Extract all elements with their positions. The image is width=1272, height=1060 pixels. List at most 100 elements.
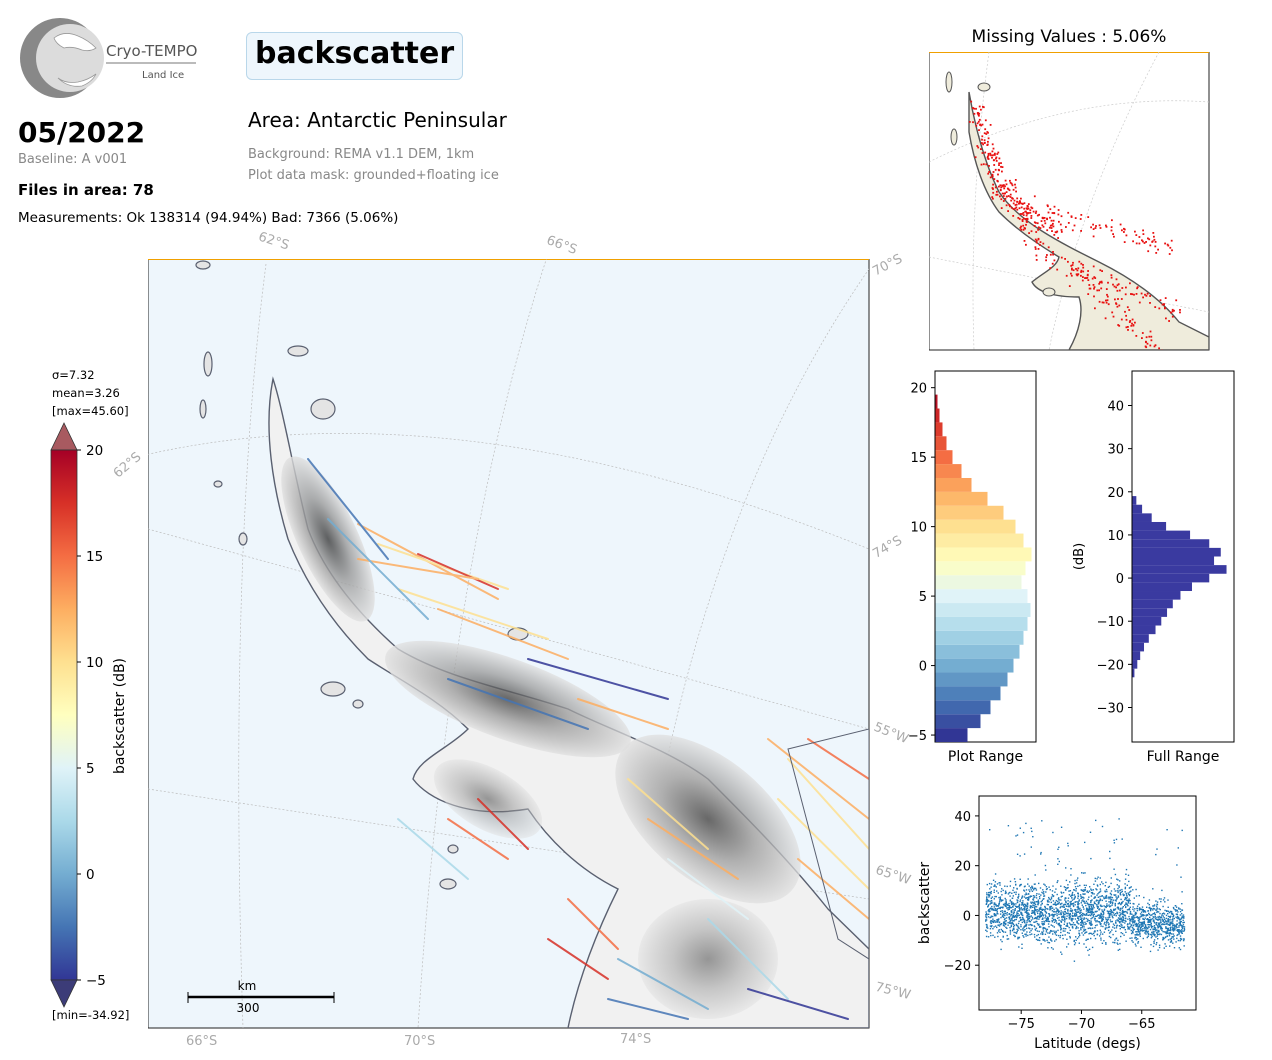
scatter-point bbox=[1021, 908, 1023, 910]
scatter-point bbox=[1015, 893, 1017, 895]
scatter-point bbox=[1007, 904, 1009, 907]
scatter-point bbox=[1121, 888, 1123, 891]
missing-marker bbox=[1022, 214, 1025, 216]
scatter-point bbox=[1024, 929, 1026, 931]
scatter-point bbox=[1161, 929, 1163, 932]
missing-marker bbox=[1018, 207, 1021, 210]
scatter-point bbox=[1167, 910, 1170, 913]
missing-marker bbox=[1179, 311, 1181, 314]
scatter-point bbox=[986, 896, 988, 898]
scatter-point bbox=[1133, 903, 1135, 905]
scatter-point bbox=[1135, 934, 1137, 936]
missing-marker bbox=[1012, 202, 1015, 205]
scatter-point bbox=[1031, 928, 1033, 930]
scatter-point bbox=[1126, 884, 1128, 886]
scatter-point bbox=[1165, 910, 1168, 912]
scatter-point bbox=[1021, 932, 1023, 934]
scatter-point bbox=[1023, 936, 1025, 938]
missing-marker bbox=[1060, 215, 1063, 218]
scatter-point bbox=[1075, 925, 1078, 928]
scatter-point bbox=[1114, 873, 1117, 876]
missing-marker bbox=[1100, 287, 1103, 290]
scatter-point bbox=[1158, 915, 1160, 918]
missing-marker bbox=[1153, 235, 1155, 238]
missing-marker bbox=[1002, 195, 1005, 197]
scatter-point bbox=[1121, 932, 1124, 935]
scatter-point bbox=[1037, 912, 1039, 915]
scatter-point bbox=[989, 829, 991, 831]
scatter-point bbox=[1018, 946, 1020, 948]
scatter-point bbox=[989, 891, 991, 894]
scatter-point bbox=[1160, 916, 1163, 919]
scatter-point bbox=[1151, 933, 1153, 935]
scatter-point bbox=[1048, 913, 1050, 915]
scatter-point bbox=[1057, 929, 1059, 932]
scatter-point bbox=[1124, 929, 1126, 931]
scatter-point bbox=[986, 897, 988, 899]
scatter-point bbox=[1086, 914, 1088, 916]
scatter-point bbox=[987, 906, 989, 908]
scatter-point bbox=[1127, 926, 1129, 928]
scatter-point bbox=[1025, 910, 1027, 912]
scatter-point bbox=[1106, 927, 1108, 929]
missing-marker bbox=[1104, 317, 1107, 320]
scatter-point bbox=[1152, 905, 1154, 907]
scatter-point bbox=[1038, 918, 1040, 920]
scatter-point bbox=[1085, 931, 1088, 933]
scatter-point bbox=[1096, 919, 1098, 922]
scatter-point bbox=[1018, 906, 1021, 908]
missing-marker bbox=[970, 100, 973, 103]
missing-marker bbox=[1056, 230, 1059, 233]
scatter-point bbox=[1163, 937, 1165, 940]
missing-marker bbox=[1002, 200, 1005, 202]
scatter-point bbox=[999, 907, 1001, 910]
scatter-point bbox=[1176, 920, 1178, 922]
missing-marker bbox=[1088, 284, 1091, 286]
scatter-point bbox=[1035, 908, 1037, 911]
scatter-point bbox=[1028, 924, 1030, 926]
scatter-point bbox=[1082, 899, 1084, 901]
scatter-point bbox=[1131, 920, 1134, 922]
scatter-point bbox=[1047, 899, 1049, 901]
missing-marker bbox=[1125, 318, 1128, 321]
scatter-point bbox=[1073, 939, 1075, 942]
scatter-point bbox=[1138, 921, 1140, 923]
missing-marker bbox=[1033, 221, 1036, 224]
missing-marker bbox=[976, 145, 979, 147]
missing-marker bbox=[1048, 226, 1051, 229]
scatter-point bbox=[1061, 918, 1063, 920]
scatter-point bbox=[1047, 916, 1049, 919]
scatter-point bbox=[1035, 938, 1038, 941]
scatter-point bbox=[1132, 914, 1134, 917]
scatter-point bbox=[1002, 907, 1004, 909]
scatter-point bbox=[1083, 918, 1085, 920]
scatter-point bbox=[1083, 908, 1085, 910]
scatter-point bbox=[1087, 949, 1089, 952]
scatter-point bbox=[1083, 890, 1085, 892]
scatter-point bbox=[1131, 937, 1133, 939]
scatter-point bbox=[1109, 931, 1112, 933]
missing-marker bbox=[1171, 310, 1174, 313]
scatter-point bbox=[1017, 910, 1019, 912]
scatter-point bbox=[1153, 935, 1156, 937]
scatter-point bbox=[1107, 911, 1109, 913]
scatter-point bbox=[1085, 904, 1087, 907]
scatter-point bbox=[1048, 942, 1051, 944]
scatter-point bbox=[1132, 902, 1134, 905]
scatter-point bbox=[1071, 894, 1074, 897]
scatter-point bbox=[1027, 915, 1029, 917]
hist2-tick-label: −20 bbox=[1097, 658, 1124, 673]
scatter-point bbox=[986, 892, 988, 894]
missing-marker bbox=[1092, 284, 1095, 286]
scatter-point bbox=[1129, 902, 1131, 905]
scatter-point bbox=[1048, 896, 1050, 899]
scatter-point bbox=[1090, 920, 1092, 922]
scatter-point bbox=[1037, 904, 1039, 906]
scatter-point bbox=[1116, 890, 1118, 892]
missing-marker bbox=[1035, 210, 1038, 213]
scatter-point bbox=[1175, 916, 1177, 918]
scatter-point bbox=[1134, 934, 1136, 936]
scatter-point bbox=[1116, 925, 1118, 927]
scatter-point bbox=[1182, 924, 1185, 926]
scatter-point bbox=[1020, 925, 1022, 928]
